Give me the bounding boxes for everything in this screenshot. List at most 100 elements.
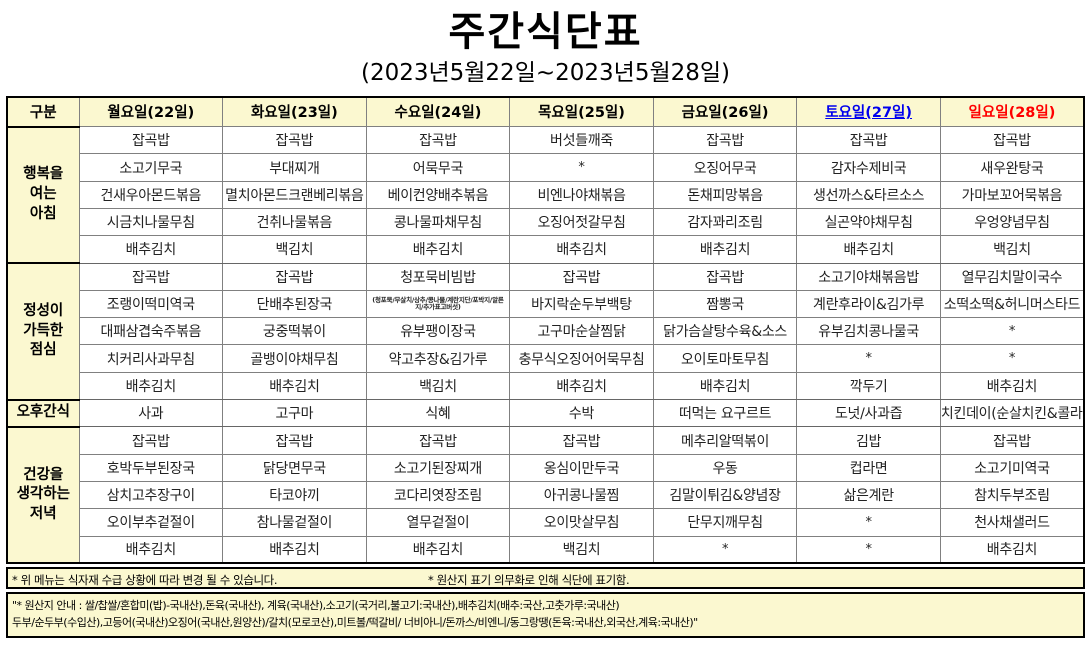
menu-cell: 소고기야채볶음밥 [796, 262, 941, 291]
menu-cell: 배추김치 [365, 235, 511, 264]
header-row: 구분 월요일(22일) 화요일(23일) 수요일(24일) 목요일(25일) 금… [6, 96, 1085, 128]
menu-cell: 돈채피망볶음 [652, 180, 798, 209]
table-row: 오후간식 사과 고구마 식혜 수박 떠먹는 요구르트 도넛/사과즙 치킨데이(순살치킨&콜라) [6, 398, 1085, 428]
menu-cell: 잡곡밥 [939, 126, 1085, 155]
menu-cell: 조랭이떡미역국 [78, 289, 224, 319]
menu-cell: 배추김치 [222, 535, 367, 564]
menu-cell: 잡곡밥 [509, 426, 654, 455]
menu-cell: 배추김치 [939, 371, 1085, 401]
menu-cell: 도넛/사과즙 [796, 399, 941, 428]
menu-cell: 어묵무국 [365, 153, 511, 182]
menu-cell: 치킨데이(순살치킨&콜라) [939, 399, 1085, 428]
note-origin-required: * 원산지 표기 의무화로 인해 식단에 표기함. [428, 573, 630, 588]
menu-cell: 가마보꼬어묵볶음 [939, 180, 1085, 209]
table-row: 소고기무국 부대찌개 어묵무국 * 오징어무국 감자수제비국 새우완탕국 [7, 153, 1085, 182]
menu-cell: (청포묵/무살치/상추/콩나물/계란지단/포박지/알른지/추가표고버섯) [365, 289, 511, 319]
menu-cell: 우엉양념무침 [939, 207, 1085, 237]
menu-cell: 배추김치 [78, 235, 224, 264]
menu-cell: 새우완탕국 [939, 153, 1085, 182]
col-header-monday: 월요일(22일) [78, 96, 224, 128]
col-header-sunday: 일요일(28일) [939, 96, 1085, 128]
weekly-menu-table: 구분 월요일(22일) 화요일(23일) 수요일(24일) 목요일(25일) 금… [6, 95, 1085, 565]
menu-cell: 호박두부된장국 [78, 453, 224, 482]
origin-line-2: 두부/순두부(수입산),고등어(국내산)오징어(국내산,원양산)/갈치(모로코산… [12, 616, 698, 630]
menu-cell: 오이맛살무침 [509, 508, 654, 537]
menu-cell: 삼치고추장구이 [78, 480, 224, 510]
origin-info-box: "* 원산지 안내 : 쌀/찹쌀/혼합미(밥)-국내산),돈육(국내산), 계육… [6, 592, 1085, 639]
menu-cell: 청포묵비빔밥 [365, 262, 511, 291]
menu-cell: 옹심이만두국 [509, 453, 654, 482]
menu-cell: 열무겉절이 [365, 508, 511, 537]
menu-cell: 잡곡밥 [222, 126, 367, 155]
menu-cell: 유부팽이장국 [365, 317, 511, 346]
table-row: 호박두부된장국 닭당면무국 소고기된장찌개 옹심이만두국 우동 컵라면 소고기미역국 [7, 453, 1085, 482]
col-header-tuesday: 화요일(23일) [222, 96, 367, 128]
menu-cell: 백김치 [365, 371, 511, 401]
menu-cell: 충무식오징어어묵무침 [509, 344, 654, 373]
page-title: 주간식단표 [448, 9, 643, 55]
menu-cell: 단무지깨무침 [652, 508, 798, 537]
menu-cell: 잡곡밥 [652, 262, 798, 291]
menu-cell: 잡곡밥 [509, 262, 654, 291]
menu-cell: 감자수제비국 [796, 153, 941, 182]
menu-cell: 짬뽕국 [652, 289, 798, 319]
menu-cell: 대패삼겹숙주볶음 [78, 317, 224, 346]
menu-cell: 배추김치 [652, 235, 798, 264]
menu-cell: 타코야끼 [222, 480, 367, 510]
menu-cell: 콩나물파채무침 [365, 207, 511, 237]
menu-cell: * [796, 344, 941, 373]
origin-line-1: "* 원산지 안내 : 쌀/찹쌀/혼합미(밥)-국내산),돈육(국내산), 계육… [12, 599, 620, 613]
menu-cell: 배추김치 [939, 535, 1085, 564]
menu-cell: 백김치 [222, 235, 367, 264]
menu-cell: 약고추장&김가루 [365, 344, 511, 373]
menu-cell: 백김치 [939, 235, 1085, 264]
menu-cell: 메추리알떡볶이 [652, 426, 798, 455]
menu-cell: 잡곡밥 [365, 126, 511, 155]
col-header-category: 구분 [6, 96, 80, 128]
table-row: 행복을 여는 아침 잡곡밥 잡곡밥 잡곡밥 버섯들깨죽 잡곡밥 잡곡밥 잡곡밥 [6, 125, 1085, 264]
section-label-lunch: 정성이 가득한 점심 [6, 262, 80, 401]
menu-cell: 소고기무국 [78, 153, 224, 182]
table-row: 배추김치 배추김치 백김치 배추김치 배추김치 깍두기 배추김치 [7, 371, 1085, 401]
table-row: 대패삼겹숙주볶음 궁중떡볶이 유부팽이장국 고구마순살찜닭 닭가슴살탕수육&소스 유부김치… [7, 317, 1085, 346]
menu-cell: 오징어젓갈무침 [509, 207, 654, 237]
menu-cell: 배추김치 [796, 235, 941, 264]
col-header-thursday: 목요일(25일) [509, 96, 654, 128]
table-body: 행복을 여는 아침 잡곡밥 잡곡밥 잡곡밥 버섯들깨죽 잡곡밥 잡곡밥 잡곡밥 소고기무국 부대찌개 어… [6, 125, 1085, 564]
table-row: 건새우아몬드볶음 멸치아몬드크랜베리볶음 베이컨양배추볶음 비엔나야채볶음 돈채피망볶음… [7, 180, 1085, 209]
menu-cell: 사과 [78, 399, 224, 428]
menu-cell: 궁중떡볶이 [222, 317, 367, 346]
menu-cell: * [796, 535, 941, 564]
table-row: 삼치고추장구이 타코야끼 코다리엿장조림 아귀콩나물찜 김말이튀김&양념장 삶은계란 참치두… [7, 480, 1085, 510]
menu-cell: 깍두기 [796, 371, 941, 401]
menu-cell: 김밥 [796, 426, 941, 455]
menu-cell: * [939, 344, 1085, 373]
menu-cell: 바지락순두부백탕 [509, 289, 654, 319]
menu-cell: 고구마 [222, 399, 367, 428]
menu-table-wrap: 구분 월요일(22일) 화요일(23일) 수요일(24일) 목요일(25일) 금… [0, 88, 1091, 565]
menu-cell: 건취나물볶음 [222, 207, 367, 237]
col-header-saturday: 토요일(27일) [796, 96, 941, 128]
menu-cell: 잡곡밥 [78, 126, 224, 155]
menu-cell: * [652, 535, 798, 564]
menu-cell: 골뱅이야채무침 [222, 344, 367, 373]
menu-cell: 버섯들깨죽 [509, 126, 654, 155]
menu-cell: 생선까스&타르소스 [796, 180, 941, 209]
menu-cell: 부대찌개 [222, 153, 367, 182]
menu-cell: 잡곡밥 [222, 262, 367, 291]
menu-cell: 잡곡밥 [939, 426, 1085, 455]
menu-cell: 삶은계란 [796, 480, 941, 510]
menu-cell: 배추김치 [365, 535, 511, 564]
menu-cell: 잡곡밥 [652, 126, 798, 155]
menu-cell: 소고기미역국 [939, 453, 1085, 482]
section-label-snack: 오후간식 [6, 398, 80, 428]
menu-cell: 단배추된장국 [222, 289, 367, 319]
table-row: 시금치나물무침 건취나물볶음 콩나물파채무침 오징어젓갈무침 감자꽈리조림 실곤약야채무침… [7, 207, 1085, 237]
col-header-wednesday: 수요일(24일) [365, 96, 511, 128]
menu-cell: 오이부추겉절이 [78, 508, 224, 537]
menu-cell: 배추김치 [222, 371, 367, 401]
note-menu-change: * 위 메뉴는 식자재 수급 상황에 따라 변경 될 수 있습니다. [12, 573, 278, 588]
menu-cell: 잡곡밥 [796, 126, 941, 155]
col-header-friday: 금요일(26일) [652, 96, 798, 128]
menu-cell: * [509, 153, 654, 182]
